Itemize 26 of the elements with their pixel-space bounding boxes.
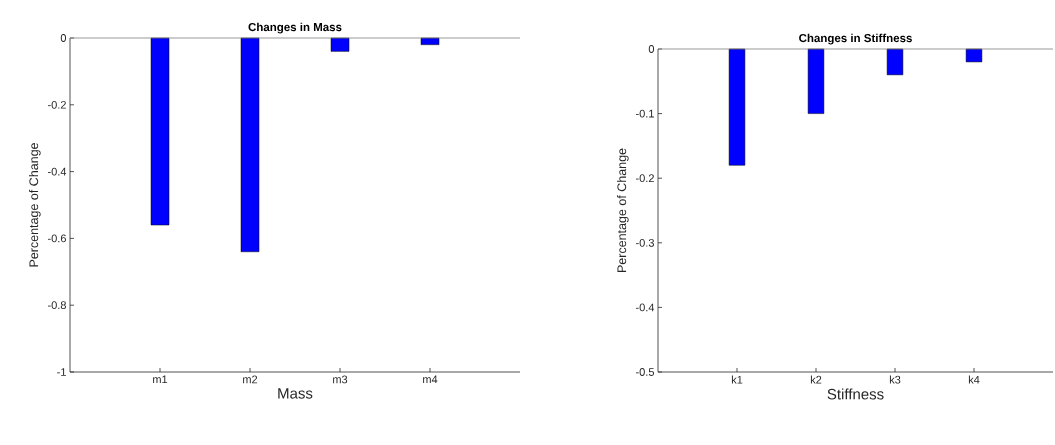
x-axis-title: Mass bbox=[278, 388, 313, 399]
x-tick-label: m1 bbox=[153, 375, 168, 384]
x-tick-label: m3 bbox=[333, 375, 348, 384]
y-tick-label: -0.2 bbox=[636, 174, 654, 183]
y-tick-label: 0 bbox=[60, 34, 67, 42]
x-tick-label: k4 bbox=[968, 375, 980, 384]
y-tick-label: -0.5 bbox=[636, 368, 654, 376]
y-tick-label: -0.1 bbox=[636, 109, 654, 118]
x-tick-label: k1 bbox=[731, 375, 743, 384]
chart-title: Changes in Mass bbox=[248, 22, 342, 34]
y-tick-label: -1 bbox=[57, 368, 66, 376]
y-tick-label: 0 bbox=[648, 45, 655, 53]
x-tick-label: m4 bbox=[423, 375, 438, 384]
y-tick-label: -0.3 bbox=[636, 238, 654, 247]
x-tick-label: m2 bbox=[243, 375, 258, 384]
y-axis-title: Percentage of Change bbox=[28, 143, 41, 267]
x-axis-title: Stiffness bbox=[827, 388, 884, 400]
x-tick-label: k3 bbox=[889, 375, 901, 384]
y-tick-label: -0.4 bbox=[48, 167, 67, 176]
y-axis-title: Percentage of Change bbox=[616, 148, 629, 273]
y-tick-label: -0.6 bbox=[48, 234, 66, 243]
x-tick-label: k2 bbox=[810, 375, 822, 384]
y-tick-label: -0.8 bbox=[48, 301, 66, 310]
chart-title: Changes in Stiffness bbox=[799, 33, 912, 45]
y-tick-label: -0.2 bbox=[48, 100, 66, 109]
y-tick-label: -0.4 bbox=[636, 303, 655, 312]
